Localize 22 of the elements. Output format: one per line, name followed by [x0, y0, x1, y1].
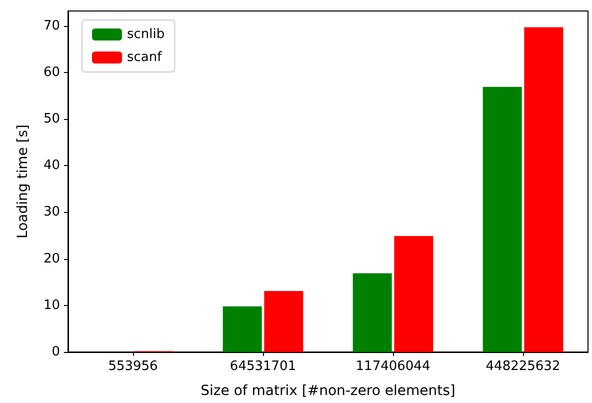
y-tick-label: 70: [43, 18, 60, 34]
bar: [264, 290, 304, 352]
y-tick-label: 10: [43, 298, 60, 313]
x-tick-label: 64531701: [230, 359, 296, 374]
y-tick-label: 50: [43, 112, 60, 127]
legend-label: scnlib: [127, 27, 165, 42]
bar: [394, 236, 434, 352]
bar: [352, 273, 392, 352]
y-axis-title: Loading time [s]: [15, 124, 31, 238]
y-tick-label: 60: [43, 64, 60, 80]
bar: [482, 86, 522, 352]
x-tick-label: 448225632: [486, 359, 560, 374]
legend-label: scanf: [127, 50, 162, 65]
x-tick-label: 553956: [108, 359, 158, 374]
x-axis-title: Size of matrix [#non-zero elements]: [200, 383, 456, 399]
x-tick-label: 117406044: [356, 359, 430, 374]
y-tick-label: 40: [43, 158, 60, 174]
y-tick-label: 0: [52, 344, 60, 360]
y-tick-label: 30: [43, 204, 60, 220]
bar: [524, 27, 564, 352]
y-tick-label: 20: [43, 251, 60, 266]
bar: [222, 306, 262, 352]
